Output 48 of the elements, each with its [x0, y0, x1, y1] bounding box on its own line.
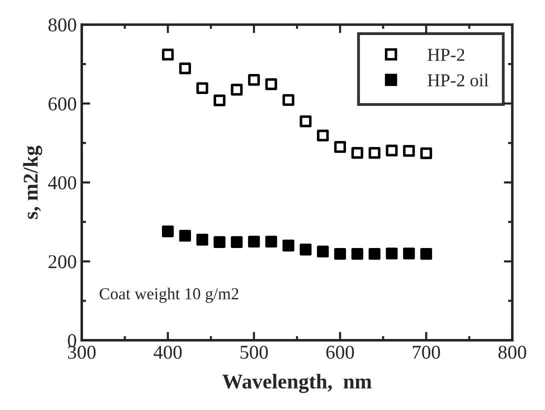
- point: [196, 234, 208, 246]
- point: [214, 236, 226, 248]
- point: [196, 82, 208, 94]
- x-tick-label: 500: [240, 346, 268, 359]
- legend-label: HP-2 oil: [428, 74, 488, 86]
- y-tick-label: 200: [48, 255, 76, 268]
- y-tick-label: 400: [48, 176, 76, 190]
- point: [248, 236, 260, 248]
- x-tick-label: 400: [154, 346, 182, 359]
- point: [248, 74, 260, 86]
- point: [334, 141, 346, 153]
- y-tick-label: 0: [68, 334, 76, 348]
- y-tick-label: 800: [48, 18, 76, 32]
- point: [316, 130, 329, 142]
- y-tick-label: 600: [48, 97, 76, 110]
- x-axis-title: Wavelength, nm: [222, 374, 372, 393]
- point: [386, 144, 398, 156]
- point: [179, 230, 191, 242]
- point: [300, 115, 312, 128]
- point: [265, 78, 278, 90]
- point: [420, 248, 432, 260]
- point: [282, 94, 294, 106]
- point: [230, 84, 243, 96]
- point: [351, 146, 364, 159]
- x-tick-label: 700: [412, 346, 440, 359]
- legend-label: HP-2: [428, 48, 464, 61]
- point: [230, 236, 243, 248]
- point: [162, 48, 174, 60]
- point: [403, 144, 415, 157]
- point: [334, 248, 346, 260]
- point: [386, 248, 398, 260]
- point: [316, 246, 329, 258]
- point: [351, 248, 364, 260]
- point: [403, 248, 415, 260]
- y-axis-title: s, m2/kg: [23, 146, 42, 219]
- point: [265, 236, 278, 248]
- point: [368, 146, 380, 159]
- point: [179, 62, 191, 74]
- point: [420, 147, 432, 160]
- x-tick-label: 300: [68, 346, 96, 359]
- point: [300, 244, 312, 256]
- annotation: Coat weight 10 g/m2: [100, 288, 238, 303]
- point: [282, 240, 294, 252]
- point: [162, 225, 174, 238]
- x-tick-label: 600: [326, 346, 354, 359]
- point: [214, 94, 226, 106]
- x-tick-label: 800: [498, 346, 526, 359]
- point: [368, 248, 380, 260]
